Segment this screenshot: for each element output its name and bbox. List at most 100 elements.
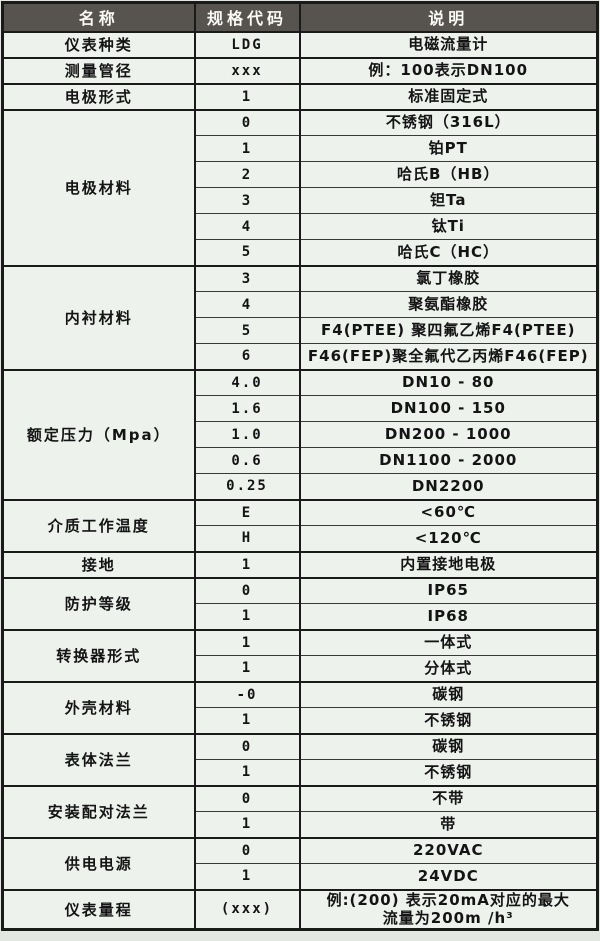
description-cell: 例:(200) 表示20mA对应的最大 流量为200m /h³ — [299, 888, 598, 930]
table-header: 名称 规格代码 说明 — [2, 2, 598, 33]
description-cell: IP68 — [299, 603, 598, 630]
description-cell: <60℃ — [299, 498, 598, 526]
description-cell: 不锈钢 — [299, 707, 598, 734]
table-row: 测量管径 xxx 例：100表示DN100 — [2, 56, 598, 84]
table-row: 4 聚氨酯橡胶 — [3, 291, 598, 318]
group-name-cell: 安装配对法兰 — [2, 784, 196, 838]
description-cell: 内置接地电极 — [299, 550, 598, 578]
table-row: 1 不锈钢 — [3, 759, 598, 786]
table-row: 1 24VDC — [3, 863, 598, 890]
description-cell: 哈氏C（HC） — [299, 239, 598, 266]
table-row: 防护等级 0 IP65 — [2, 576, 598, 630]
table-row: H <120℃ — [3, 525, 598, 552]
spec-code-cell: LDG — [194, 30, 301, 58]
description-cell: DN200 - 1000 — [299, 421, 598, 448]
spec-code-cell: 4 — [194, 291, 301, 318]
description-cell: 220VAC — [299, 836, 598, 864]
description-cell: 碳钢 — [299, 680, 598, 708]
spec-code-cell: 1.6 — [194, 395, 301, 422]
description-cell: 铂PT — [299, 135, 598, 162]
description-cell: DN2200 — [299, 473, 598, 500]
group-name-cell: 接地 — [2, 550, 196, 578]
table-row: 5 哈氏C（HC） — [3, 239, 598, 266]
spec-code-cell: H — [194, 525, 301, 552]
spec-code-cell: 1 — [194, 82, 301, 110]
group-name-cell: 外壳材料 — [2, 680, 196, 734]
table-row: 介质工作温度 E <60℃ — [2, 498, 598, 552]
spec-code-cell: 0 — [194, 732, 301, 760]
spec-code-cell: 1 — [194, 863, 301, 890]
table-row: 仪表种类 LDG 电磁流量计 — [2, 30, 598, 58]
description-cell: 例：100表示DN100 — [299, 56, 598, 84]
table-row: 电极形式 1 标准固定式 — [2, 82, 598, 110]
table-row: 6 F46(FEP)聚全氟代乙丙烯F46(FEP) — [3, 343, 598, 370]
spec-code-cell: 4.0 — [194, 368, 301, 396]
description-cell: DN10 - 80 — [299, 368, 598, 396]
group-name-cell: 测量管径 — [2, 56, 196, 84]
spec-code-cell: 1 — [194, 707, 301, 734]
group-name-cell: 额定压力（Mpa） — [2, 368, 196, 500]
description-cell: 钛Ti — [299, 213, 598, 240]
description-cell: IP65 — [299, 576, 598, 604]
spec-code-cell: 1 — [194, 628, 301, 656]
group-name-cell: 仪表种类 — [2, 30, 196, 58]
table-row: 2 哈氏B（HB） — [3, 161, 598, 188]
group-name-cell: 电极形式 — [2, 82, 196, 110]
spec-code-cell: 3 — [194, 187, 301, 214]
table-row: 5 F4(PTEE) 聚四氟乙烯F4(PTEE) — [3, 317, 598, 344]
table-row: 外壳材料 -0 碳钢 — [2, 680, 598, 734]
table-row: 额定压力（Mpa） 4.0 DN10 - 80 — [2, 368, 598, 500]
table-row: 3 钽Ta — [3, 187, 598, 214]
description-cell: 碳钢 — [299, 732, 598, 760]
description-cell: 氯丁橡胶 — [299, 264, 598, 292]
spec-code-cell: E — [194, 498, 301, 526]
group-name-cell: 电极材料 — [2, 108, 196, 266]
header-row: 名称 规格代码 说明 — [2, 2, 598, 33]
group-name-cell: 介质工作温度 — [2, 498, 196, 552]
spec-code-cell: 0.25 — [194, 473, 301, 500]
group-name-cell: 表体法兰 — [2, 732, 196, 786]
spec-code-cell: 1.0 — [194, 421, 301, 448]
description-cell: 不锈钢 — [299, 759, 598, 786]
table-row: 接地 1 内置接地电极 — [2, 550, 598, 578]
description-cell: <120℃ — [299, 525, 598, 552]
description-cell: 不带 — [299, 784, 598, 812]
col-header-desc: 说明 — [298, 2, 598, 33]
description-cell: 聚氨酯橡胶 — [299, 291, 598, 318]
table-row: 仪表量程 (xxx) 例:(200) 表示20mA对应的最大 流量为200m /h³ — [2, 888, 598, 930]
table-row: 安装配对法兰 0 不带 — [2, 784, 598, 838]
table-row: 内衬材料 3 氯丁橡胶 — [2, 264, 598, 370]
description-cell: F46(FEP)聚全氟代乙丙烯F46(FEP) — [299, 343, 598, 370]
table-row: 0.6 DN1100 - 2000 — [3, 447, 598, 474]
description-cell: DN1100 - 2000 — [299, 447, 598, 474]
description-cell: 钽Ta — [299, 187, 598, 214]
description-cell: 电磁流量计 — [299, 30, 598, 58]
table-row: 表体法兰 0 碳钢 — [2, 732, 598, 786]
col-header-name: 名称 — [2, 2, 195, 33]
description-cell: 24VDC — [299, 863, 598, 890]
table-row: 转换器形式 1 一体式 — [2, 628, 598, 682]
spec-code-cell: 1 — [194, 655, 301, 682]
spec-code-cell: 1 — [194, 135, 301, 162]
table-row: 供电电源 0 220VAC — [2, 836, 598, 890]
spec-code-cell: (xxx) — [194, 888, 301, 930]
group-name-cell: 内衬材料 — [2, 264, 196, 370]
description-cell: F4(PTEE) 聚四氟乙烯F4(PTEE) — [299, 317, 598, 344]
spec-code-cell: 6 — [194, 343, 301, 370]
description-cell: 带 — [299, 811, 598, 838]
table-row: 1.0 DN200 - 1000 — [3, 421, 598, 448]
spec-code-cell: 3 — [194, 264, 301, 292]
spec-code-cell: 0.6 — [194, 447, 301, 474]
spec-code-cell: 5 — [194, 239, 301, 266]
spec-code-cell: 1 — [194, 603, 301, 630]
description-cell: 不锈钢（316L） — [299, 108, 598, 136]
group-name-cell: 供电电源 — [2, 836, 196, 890]
spec-code-cell: -0 — [194, 680, 301, 708]
spec-code-cell: 0 — [194, 836, 301, 864]
spec-code-cell: 1 — [194, 759, 301, 786]
table-body: 仪表种类 LDG 电磁流量计 测量管径 xxx 例：100表示DN100 电极形式 1 标准固定… — [2, 30, 598, 930]
table-row: 1 不锈钢 — [3, 707, 598, 734]
group-name-cell: 仪表量程 — [2, 888, 196, 930]
